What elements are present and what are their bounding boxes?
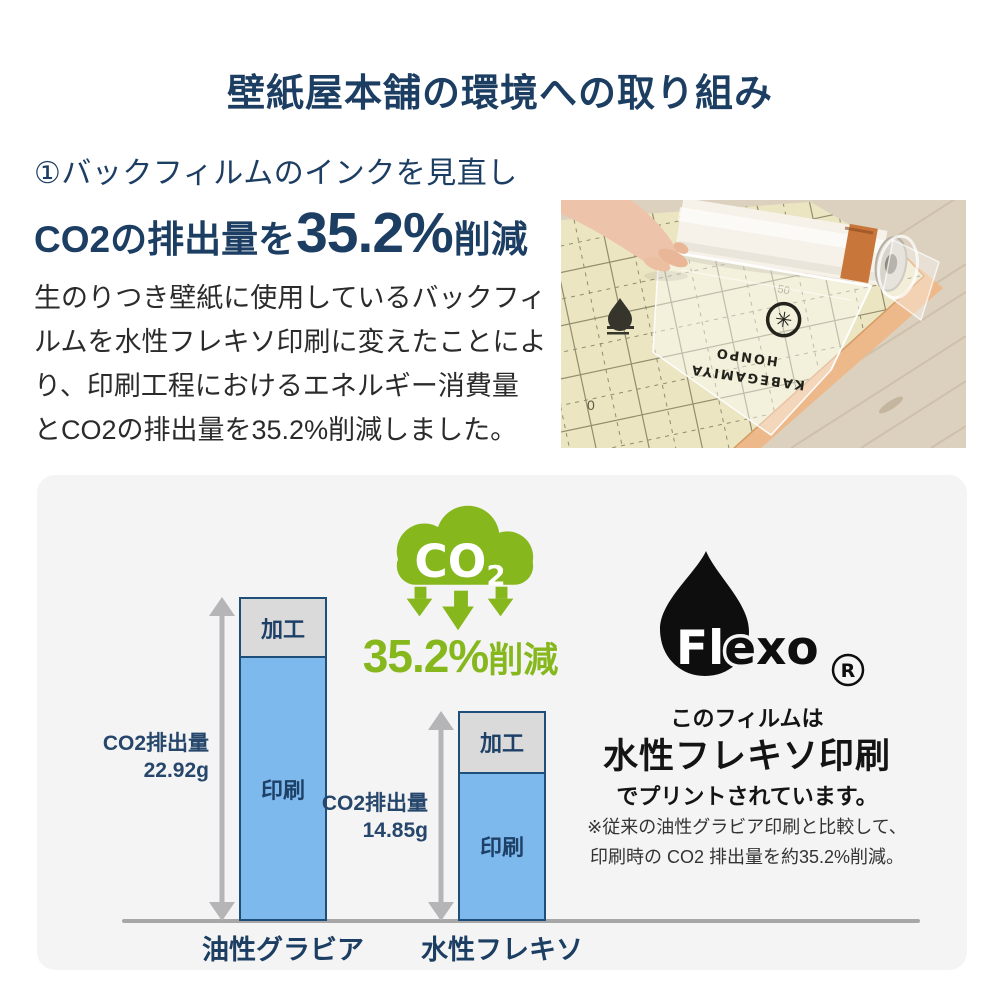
flexo-logo: Flexo R bbox=[660, 551, 865, 687]
segment-printing: 印刷 bbox=[241, 658, 325, 919]
page-title: 壁紙屋本舗の環境への取り組み bbox=[226, 73, 773, 115]
reduction-suffix: 削減 bbox=[488, 641, 559, 680]
photo-illustration: 10 50 0 KABEGAMIYA bbox=[561, 200, 966, 448]
total-value: 14.85g bbox=[362, 819, 428, 842]
reduction-text: 35.2% 削減 bbox=[363, 629, 558, 683]
product-photo: 10 50 0 KABEGAMIYA bbox=[561, 200, 966, 448]
section-heading: ①バックフィルムのインクを見直し bbox=[34, 157, 518, 190]
segment-label: 印刷 bbox=[260, 777, 305, 803]
registered-mark-letter: R bbox=[841, 660, 856, 682]
film-caption-line1: このフィルムは bbox=[670, 706, 824, 731]
measure-arrow-left bbox=[208, 596, 236, 921]
total-value: 22.92g bbox=[143, 759, 209, 782]
svg-text:✳: ✳ bbox=[773, 306, 794, 332]
highlight-suffix: 削減 bbox=[453, 219, 528, 260]
arrow-down-icon bbox=[428, 901, 454, 921]
segment-label: 加工 bbox=[479, 731, 524, 757]
category-label-oil-gravure: 油性グラビア bbox=[202, 935, 364, 965]
intro-paragraph: 生のりつき壁紙に使用しているバックフィ ルムを水性フレキソ印刷に変えたことによ … bbox=[34, 276, 574, 452]
footnote-line2: 印刷時の CO2 排出量を約35.2%削減。 bbox=[589, 847, 905, 867]
segment-label: 印刷 bbox=[479, 835, 524, 861]
chart-baseline bbox=[122, 919, 920, 923]
co2-cloud-text: CO2 bbox=[414, 535, 505, 592]
footnote-line1: ※従来の油性グラビア印刷と比較して、 bbox=[587, 817, 907, 837]
intro-line: ルムを水性フレキソ印刷に変えたことによ bbox=[34, 327, 547, 357]
intro-line: り、印刷工程におけるエネルギー消費量 bbox=[34, 371, 519, 401]
intro-line: とCO2の排出量を35.2%削減しました。 bbox=[34, 415, 518, 445]
category-label-water-flexo: 水性フレキソ bbox=[421, 935, 583, 965]
highlight-prefix: CO2の排出量を bbox=[34, 219, 296, 260]
segment-printing: 印刷 bbox=[460, 773, 544, 919]
segment-processing: 加工 bbox=[241, 598, 325, 659]
bar-oil-gravure: 加工 印刷 bbox=[239, 596, 327, 921]
film-caption-line2: 水性フレキソ印刷 bbox=[602, 737, 891, 776]
segment-processing: 加工 bbox=[460, 713, 544, 774]
svg-text:0: 0 bbox=[587, 397, 595, 413]
highlight-value: 35.2% bbox=[296, 201, 454, 265]
measure-arrow-right bbox=[427, 711, 455, 921]
arrow-up-icon bbox=[209, 596, 235, 616]
arrow-up-icon bbox=[428, 711, 454, 731]
reduction-value: 35.2% bbox=[362, 630, 489, 682]
total-caption: CO2排出量 bbox=[102, 732, 209, 755]
bar-water-flexo: 加工 印刷 bbox=[458, 711, 546, 921]
co2-highlight-line: CO2の排出量を 35.2% 削減 bbox=[34, 200, 528, 266]
film-caption-line3: でプリントされています。 bbox=[616, 784, 878, 809]
arrow-stem bbox=[219, 611, 225, 906]
registered-mark-icon bbox=[831, 653, 865, 687]
total-label-right: CO2排出量 14.85g bbox=[322, 790, 428, 844]
flexo-wordmark: Flexo bbox=[676, 621, 819, 676]
intro-line: 生のりつき壁紙に使用しているバックフィ bbox=[34, 283, 546, 313]
arrow-down-icon bbox=[209, 901, 235, 921]
co2-cloud-icon: CO2 bbox=[396, 505, 534, 631]
arrow-stem bbox=[438, 726, 444, 906]
segment-label: 加工 bbox=[260, 616, 305, 642]
total-caption: CO2排出量 bbox=[321, 792, 428, 815]
total-label-left: CO2排出量 22.92g bbox=[103, 730, 209, 784]
